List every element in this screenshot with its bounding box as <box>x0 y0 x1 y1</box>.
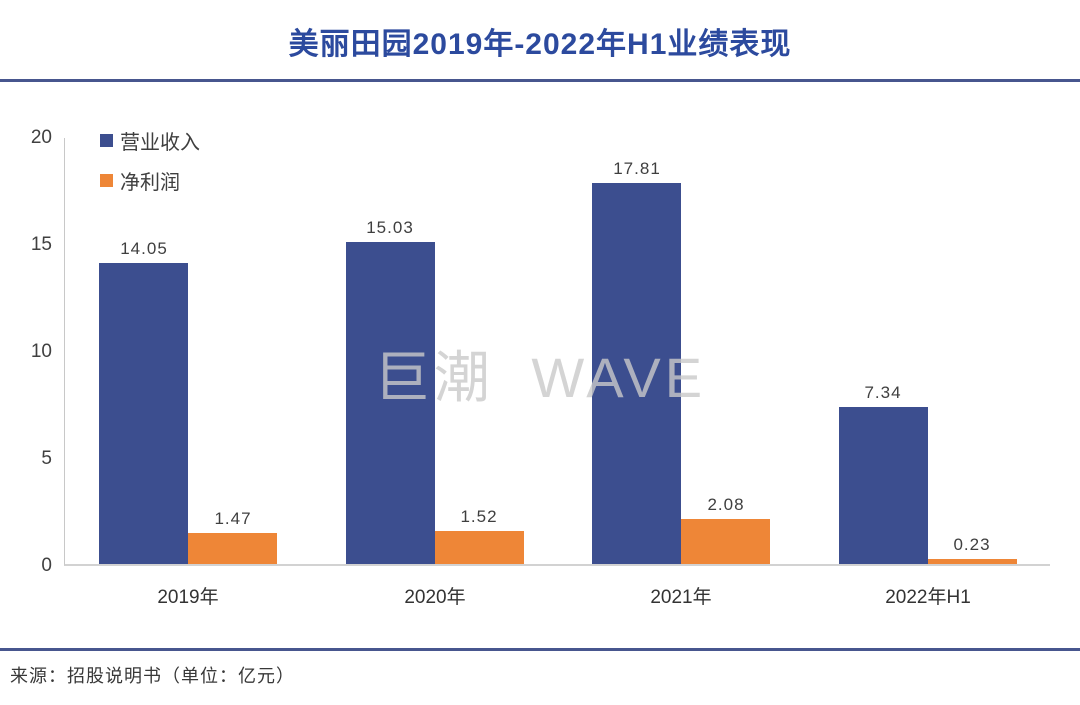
x-axis-label: 2020年 <box>404 587 466 608</box>
y-axis-tick-label: 15 <box>30 234 52 255</box>
bar-value-label: 0.23 <box>953 535 991 554</box>
legend-item: 营业收入 <box>100 127 200 154</box>
legend-label: 净利润 <box>120 171 180 194</box>
bar-value-label: 14.05 <box>120 239 168 258</box>
legend: 营业收入 净利润 <box>100 127 200 207</box>
y-axis-tick-label: 20 <box>30 127 52 148</box>
bar-net-profit <box>928 559 1017 564</box>
plot-area: 14.05 1.47 2019年 15.03 1.52 2020年 17.81 2.08 202… <box>64 138 1050 608</box>
x-axis-label: 2022年H1 <box>885 587 971 608</box>
legend-swatch-icon <box>100 173 113 187</box>
bar-value-label: 2.08 <box>707 495 745 514</box>
bar-net-profit <box>188 533 277 564</box>
bar-value-label: 1.47 <box>214 509 252 528</box>
source-note: 来源：招股说明书（单位：亿元） <box>10 666 295 686</box>
chart-title: 美丽田园2019年-2022年H1业绩表现 <box>288 28 792 61</box>
bar-revenue <box>346 242 435 564</box>
x-axis-label: 2021年 <box>650 587 712 608</box>
y-axis-tick-label: 5 <box>41 448 52 469</box>
title-divider <box>0 79 1080 82</box>
legend-swatch-icon <box>100 133 113 147</box>
bar-net-profit <box>681 519 770 564</box>
bar-net-profit <box>435 531 524 564</box>
bar-value-label: 1.52 <box>460 507 498 526</box>
bar-revenue <box>839 407 928 564</box>
legend-item: 净利润 <box>100 167 200 194</box>
bar-value-label: 15.03 <box>366 218 414 237</box>
x-axis-label: 2019年 <box>157 587 219 608</box>
bar-revenue <box>592 183 681 564</box>
y-axis-tick-label: 0 <box>41 555 52 576</box>
footer-divider <box>0 648 1080 651</box>
bar-value-label: 7.34 <box>864 383 902 402</box>
y-axis-tick-label: 10 <box>30 341 52 362</box>
legend-label: 营业收入 <box>120 131 200 154</box>
y-axis: 0 5 10 15 20 <box>0 127 52 576</box>
bar-revenue <box>99 263 188 564</box>
bar-value-label: 17.81 <box>613 159 661 178</box>
